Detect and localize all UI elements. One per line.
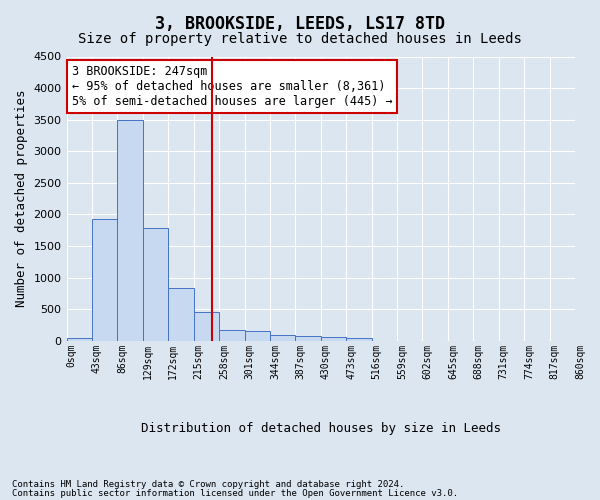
Bar bbox=[270, 334, 295, 341]
Bar bbox=[295, 336, 321, 341]
Bar bbox=[67, 338, 92, 341]
Text: 215sqm: 215sqm bbox=[194, 344, 203, 379]
Text: 129sqm: 129sqm bbox=[143, 344, 153, 379]
Bar bbox=[321, 337, 346, 341]
Bar bbox=[92, 220, 118, 341]
Bar bbox=[219, 330, 245, 341]
Text: 43sqm: 43sqm bbox=[92, 344, 102, 373]
Bar bbox=[168, 288, 194, 341]
Text: 344sqm: 344sqm bbox=[270, 344, 280, 379]
Text: Contains HM Land Registry data © Crown copyright and database right 2024.: Contains HM Land Registry data © Crown c… bbox=[12, 480, 404, 489]
Text: 430sqm: 430sqm bbox=[321, 344, 331, 379]
Text: 817sqm: 817sqm bbox=[550, 344, 560, 379]
Y-axis label: Number of detached properties: Number of detached properties bbox=[15, 90, 28, 308]
Text: 3 BROOKSIDE: 247sqm
← 95% of detached houses are smaller (8,361)
5% of semi-deta: 3 BROOKSIDE: 247sqm ← 95% of detached ho… bbox=[71, 65, 392, 108]
Text: 774sqm: 774sqm bbox=[524, 344, 534, 379]
Text: 3, BROOKSIDE, LEEDS, LS17 8TD: 3, BROOKSIDE, LEEDS, LS17 8TD bbox=[155, 15, 445, 33]
Text: 301sqm: 301sqm bbox=[245, 344, 254, 379]
Text: 516sqm: 516sqm bbox=[371, 344, 382, 379]
Text: 731sqm: 731sqm bbox=[499, 344, 509, 379]
Text: 387sqm: 387sqm bbox=[295, 344, 305, 379]
Text: 258sqm: 258sqm bbox=[219, 344, 229, 379]
Text: Contains public sector information licensed under the Open Government Licence v3: Contains public sector information licen… bbox=[12, 489, 458, 498]
Text: 645sqm: 645sqm bbox=[448, 344, 458, 379]
Bar bbox=[118, 120, 143, 341]
Text: 688sqm: 688sqm bbox=[473, 344, 484, 379]
Text: 860sqm: 860sqm bbox=[575, 344, 585, 379]
Bar bbox=[245, 332, 270, 341]
Text: Size of property relative to detached houses in Leeds: Size of property relative to detached ho… bbox=[78, 32, 522, 46]
Text: 172sqm: 172sqm bbox=[168, 344, 178, 379]
Text: 559sqm: 559sqm bbox=[397, 344, 407, 379]
Text: 473sqm: 473sqm bbox=[346, 344, 356, 379]
X-axis label: Distribution of detached houses by size in Leeds: Distribution of detached houses by size … bbox=[141, 422, 501, 435]
Bar bbox=[194, 312, 219, 341]
Text: 602sqm: 602sqm bbox=[422, 344, 433, 379]
Bar bbox=[346, 338, 371, 341]
Text: 0sqm: 0sqm bbox=[67, 344, 77, 367]
Bar bbox=[143, 228, 168, 341]
Text: 86sqm: 86sqm bbox=[118, 344, 127, 373]
